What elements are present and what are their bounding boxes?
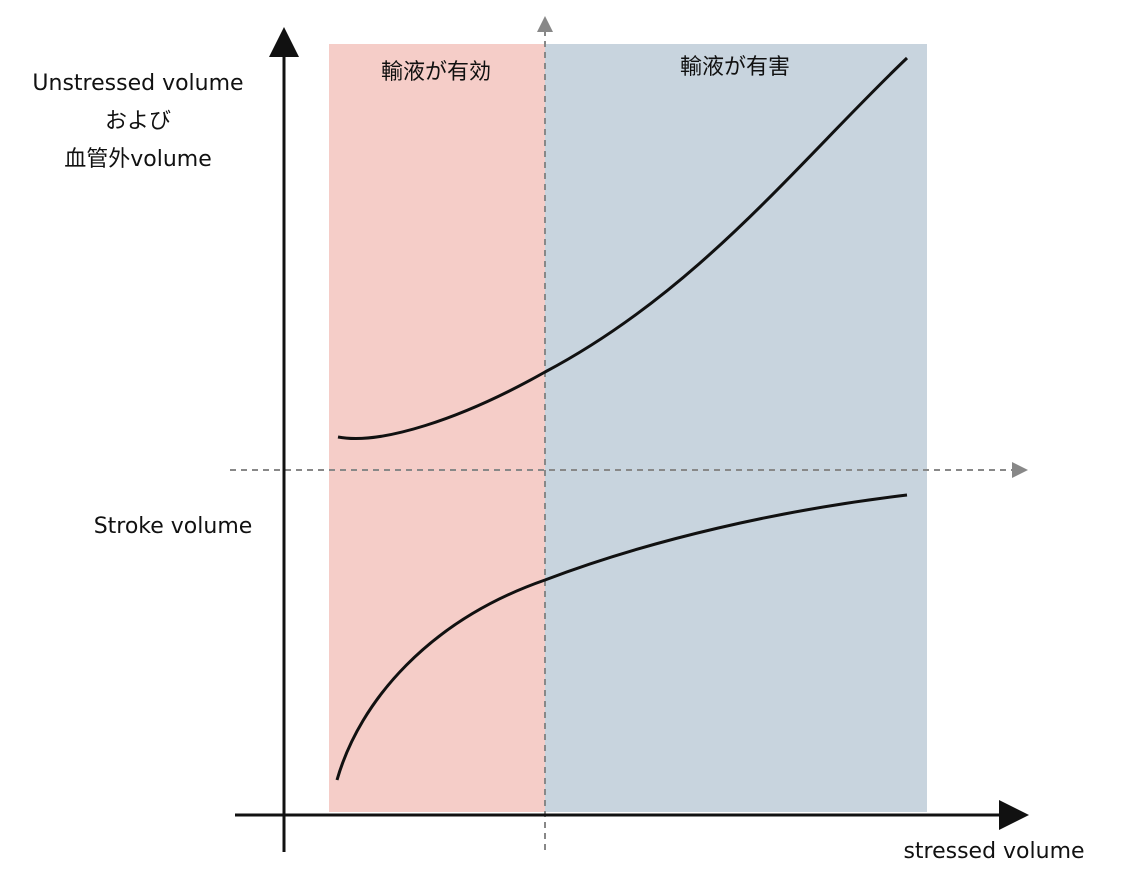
y-axis-label: Unstressed volume (32, 71, 243, 96)
x-axis-label: stressed volume (903, 839, 1084, 864)
stroke-volume-curve (335, 493, 908, 781)
region-label: 輸液が有害 (680, 55, 790, 80)
unstressed-curve (337, 56, 909, 440)
region-label: 輸液が有効 (381, 60, 491, 85)
effective-region (329, 44, 545, 812)
y-axis-label: 血管外volume (64, 147, 212, 172)
harmful-region (545, 44, 927, 812)
y-axis-label: Stroke volume (94, 514, 253, 539)
y-axis-label: および (105, 109, 171, 134)
